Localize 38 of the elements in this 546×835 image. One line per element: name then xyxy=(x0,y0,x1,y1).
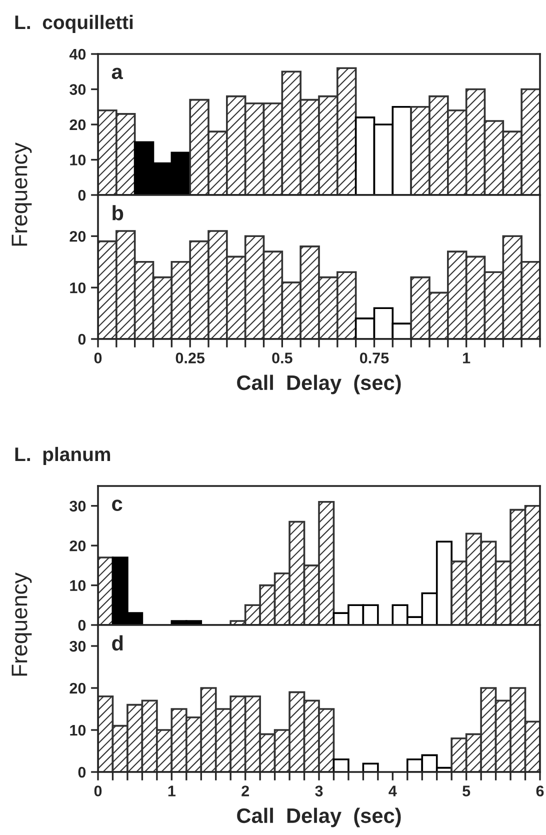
y-tick-label: 20 xyxy=(70,119,86,130)
x-tick-label: 0 xyxy=(94,352,102,364)
y-tick-label: 20 xyxy=(70,540,86,552)
x-tick-label: 1 xyxy=(168,786,176,796)
chart-title: L. planum xyxy=(15,446,110,466)
x-tick-label: 0 xyxy=(94,786,102,796)
y-tick-label: 20 xyxy=(70,682,86,694)
x-axis-title: Call Delay (sec) xyxy=(237,374,401,394)
y-tick-label: 10 xyxy=(70,154,86,166)
y-tick-label: 10 xyxy=(70,580,86,591)
y-tick-label: 40 xyxy=(69,48,86,60)
y-axis-title: Frequency xyxy=(12,142,32,246)
x-tick-label: 1 xyxy=(463,352,470,364)
y-tick-label: 0 xyxy=(78,190,86,201)
x-axis-title: Call Delay (sec) xyxy=(237,808,401,828)
annotation: d xyxy=(112,635,123,651)
y-tick-label: 10 xyxy=(70,282,86,294)
x-tick-label: 5 xyxy=(462,786,470,796)
x-tick-label: 0.75 xyxy=(360,352,389,364)
y-tick-label: 30 xyxy=(70,500,86,512)
y-tick-label: 20 xyxy=(70,231,86,242)
x-tick-label: 0.25 xyxy=(176,352,205,364)
y-tick-label: 0 xyxy=(78,620,86,631)
y-tick-label: 10 xyxy=(70,724,86,736)
y-tick-label: 0 xyxy=(78,766,86,778)
y-tick-label: 30 xyxy=(70,640,86,652)
y-tick-label: 30 xyxy=(70,84,86,95)
annotation: b xyxy=(112,205,124,220)
x-tick-label: 0.5 xyxy=(272,352,292,364)
annotation: a xyxy=(112,68,123,80)
y-axis-title: Frequency xyxy=(12,572,32,676)
x-tick-label: 3 xyxy=(315,786,323,796)
x-tick-label: 6 xyxy=(536,786,544,796)
y-tick-label: 0 xyxy=(78,334,86,345)
x-tick-label: 4 xyxy=(388,786,397,796)
x-tick-label: 2 xyxy=(242,786,249,796)
chart-title: L. coquilletti xyxy=(15,14,133,34)
annotation: c xyxy=(112,500,122,512)
